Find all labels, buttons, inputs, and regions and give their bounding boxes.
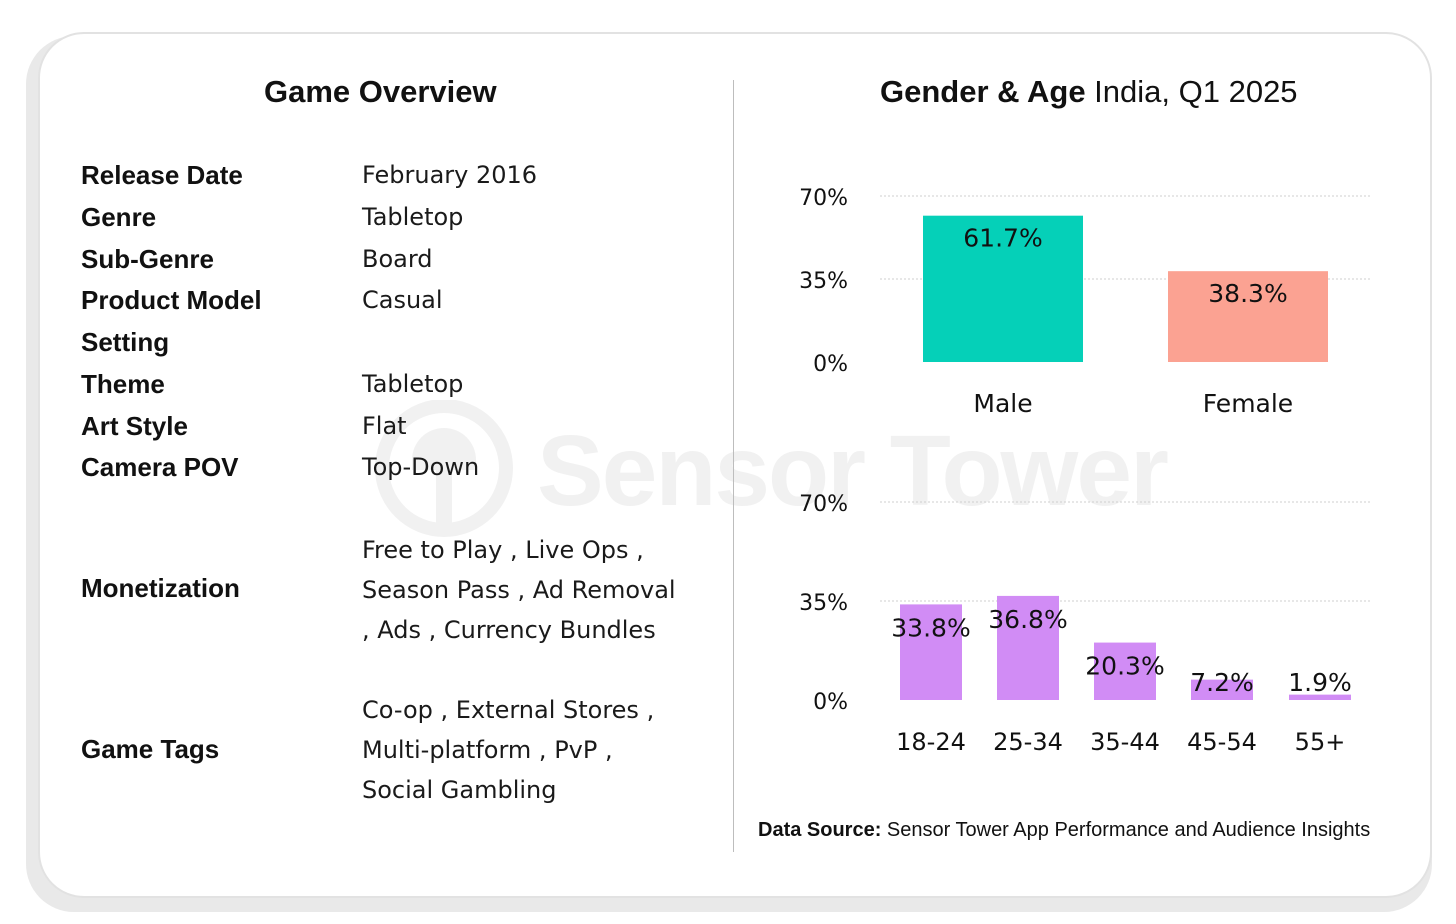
label-product-model: Product Model <box>81 285 262 315</box>
value-art-style: Flat <box>362 412 407 440</box>
value-product-model: Casual <box>362 286 443 314</box>
value-game-tags: Co-op , External Stores , Multi-platform… <box>362 690 722 810</box>
y-tick-label: 35% <box>799 269 848 294</box>
game-tags-line: Social Gambling <box>362 776 557 804</box>
data-label: 38.3% <box>1208 279 1287 308</box>
monetization-line: , Ads , Currency Bundles <box>362 616 656 644</box>
label-camera-pov: Camera POV <box>81 452 239 482</box>
y-tick-label: 70% <box>799 186 848 211</box>
data-label: 61.7% <box>963 224 1042 253</box>
category-label: 18-24 <box>896 728 966 756</box>
demographics-title: Gender & Age India, Q1 2025 <box>880 74 1298 110</box>
category-label: Male <box>973 389 1032 418</box>
bar-55- <box>1289 694 1351 700</box>
data-source-text: Sensor Tower App Performance and Audienc… <box>881 819 1371 841</box>
bar-35-44 <box>1094 642 1156 700</box>
value-theme: Tabletop <box>362 370 464 398</box>
data-label: 7.2% <box>1190 668 1254 697</box>
divider <box>733 80 734 852</box>
value-sub-genre: Board <box>362 245 433 273</box>
data-label: 1.9% <box>1288 668 1352 697</box>
bar-female <box>1168 271 1328 362</box>
monetization-line: Free to Play , Live Ops , <box>362 536 644 564</box>
data-label: 33.8% <box>891 613 970 642</box>
demographics-title-bold: Gender & Age <box>880 74 1086 109</box>
data-source: Data Source: Sensor Tower App Performanc… <box>758 819 1370 842</box>
bar-18-24 <box>900 604 962 700</box>
overview-title: Game Overview <box>264 74 497 109</box>
game-tags-line: Co-op , External Stores , <box>362 696 655 724</box>
bar-45-54 <box>1191 679 1253 700</box>
label-art-style: Art Style <box>81 411 188 441</box>
data-label: 36.8% <box>988 605 1067 634</box>
card <box>38 32 1432 898</box>
value-camera-pov: Top-Down <box>362 453 480 481</box>
bar-male <box>923 215 1083 362</box>
value-release-date: February 2016 <box>362 161 538 189</box>
y-tick-label: 0% <box>813 690 848 715</box>
y-tick-label: 35% <box>799 591 848 616</box>
data-label: 20.3% <box>1085 652 1164 681</box>
label-sub-genre: Sub-Genre <box>81 244 214 274</box>
value-genre: Tabletop <box>362 203 464 231</box>
y-tick-label: 0% <box>813 352 848 377</box>
label-release-date: Release Date <box>81 160 243 190</box>
label-theme: Theme <box>81 369 165 399</box>
game-tags-line: Multi-platform , PvP , <box>362 736 613 764</box>
category-label: 55+ <box>1295 728 1346 756</box>
bar-25-34 <box>997 595 1059 700</box>
label-genre: Genre <box>81 202 157 232</box>
category-label: Female <box>1203 389 1293 418</box>
data-source-label: Data Source: <box>758 819 882 841</box>
label-game-tags: Game Tags <box>81 734 220 764</box>
category-label: 45-54 <box>1187 728 1257 756</box>
y-tick-label: 70% <box>799 492 848 517</box>
category-label: 25-34 <box>993 728 1063 756</box>
category-label: 35-44 <box>1090 728 1160 756</box>
label-setting: Setting <box>81 327 170 357</box>
label-monetization: Monetization <box>81 573 240 603</box>
value-monetization: Free to Play , Live Ops , Season Pass , … <box>362 530 722 650</box>
monetization-line: Season Pass , Ad Removal <box>362 576 676 604</box>
demographics-title-rest: India, Q1 2025 <box>1085 74 1298 109</box>
